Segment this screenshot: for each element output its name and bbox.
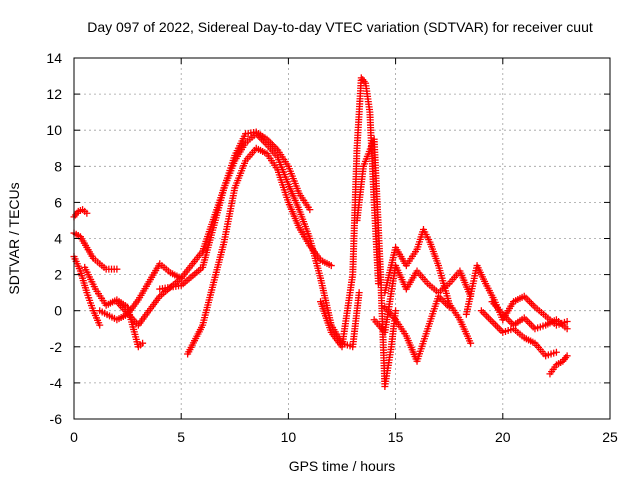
x-tick-label: 15 [388,429,404,445]
y-tick-label: -6 [50,411,63,427]
series-arc-11 [381,225,475,347]
data-series [70,74,571,391]
series-arc-7 [184,144,335,358]
x-tick-label: 10 [281,429,297,445]
y-tick-label: 0 [54,303,62,319]
data-point [392,307,400,315]
series-arc-10 [353,135,400,391]
data-point [306,206,314,214]
series-arc-8 [156,130,363,351]
data-point [139,339,147,347]
data-point [563,325,571,333]
data-point [563,352,571,360]
chart-title: Day 097 of 2022, Sidereal Day-to-day VTE… [87,19,593,35]
x-tick-label: 25 [602,429,618,445]
data-point [113,265,121,273]
series-arc-13 [381,292,453,365]
series-arc-15 [477,307,560,360]
y-tick-label: -4 [50,375,63,391]
y-tick-label: 12 [46,86,62,102]
series-arc-12 [370,262,475,336]
y-tick-label: 4 [54,231,62,247]
data-point [552,348,560,356]
data-point [445,303,453,311]
data-point [96,321,104,329]
x-tick-label: 0 [70,429,78,445]
y-tick-label: 2 [54,267,62,283]
series-arc-1 [70,206,91,221]
axis-ticks: 0 5 10 15 20 25 -6 -4 -2 0 2 4 6 8 10 12 14 [46,50,618,445]
x-tick-label: 5 [177,429,185,445]
y-tick-label: 8 [54,158,62,174]
x-axis-label: GPS time / hours [289,458,396,474]
x-tick-label: 20 [495,429,511,445]
series-arc-16 [488,298,571,333]
y-tick-label: 10 [46,122,62,138]
series-arc-4 [81,263,147,351]
y-tick-label: 14 [46,50,62,66]
y-tick-label: -2 [50,339,63,355]
gridlines [74,58,610,419]
series-arc-3 [70,253,104,329]
y-tick-label: 6 [54,194,62,210]
series-arc-17 [546,352,571,378]
data-point [563,318,571,326]
data-point [355,289,363,297]
data-point [467,339,475,347]
data-point [83,209,91,217]
data-point [327,262,335,270]
y-axis-label: SDTVAR / TECUs [6,182,22,294]
